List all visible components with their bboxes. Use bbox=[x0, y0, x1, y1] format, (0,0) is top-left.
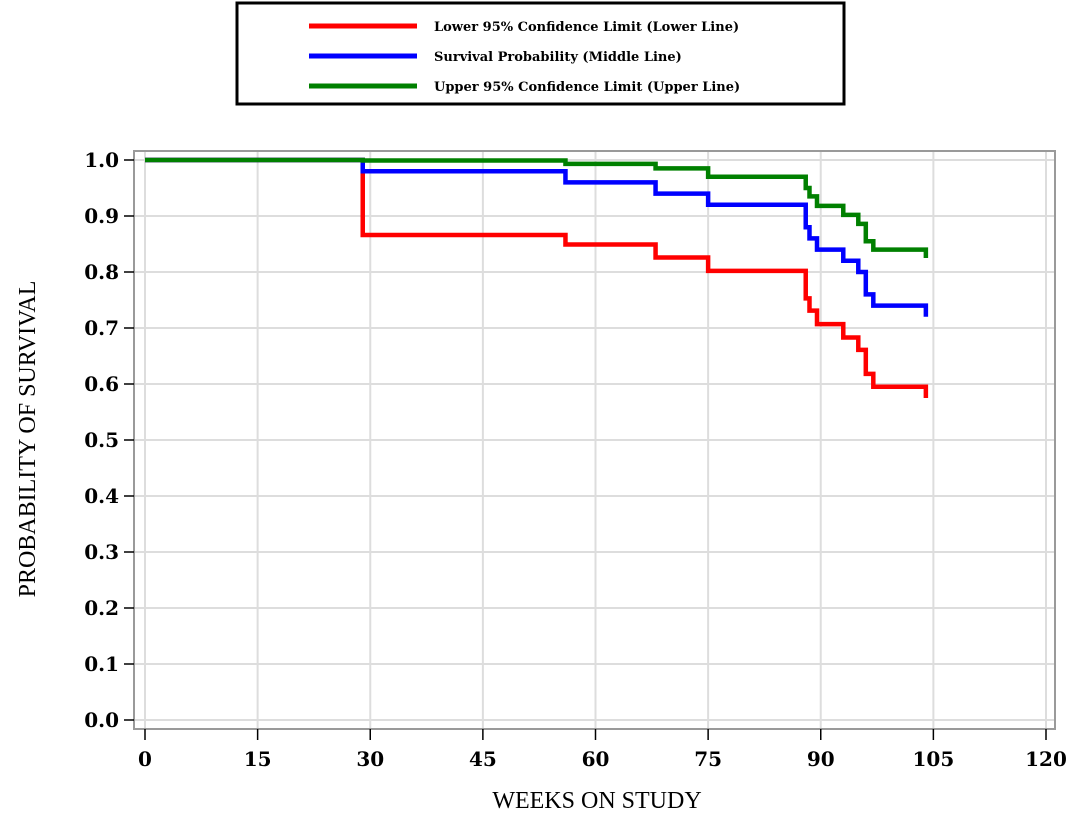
x-tick-label: 30 bbox=[356, 747, 384, 771]
x-tick-label: 60 bbox=[582, 747, 610, 771]
x-tick-label: 45 bbox=[469, 747, 497, 771]
x-tick-label: 75 bbox=[694, 747, 722, 771]
series-lines bbox=[145, 157, 929, 398]
x-tick-label: 15 bbox=[244, 747, 272, 771]
y-tick-label: 0.1 bbox=[84, 652, 119, 676]
x-tick-label: 90 bbox=[807, 747, 835, 771]
y-tick-label: 1.0 bbox=[84, 148, 119, 172]
x-tick-label: 105 bbox=[913, 747, 955, 771]
y-tick-label: 0.2 bbox=[84, 596, 119, 620]
x-tick-label: 120 bbox=[1025, 747, 1067, 771]
y-tick-label: 0.5 bbox=[84, 428, 119, 452]
y-tick-label: 0.8 bbox=[84, 260, 119, 284]
y-tick-label: 0.7 bbox=[84, 316, 119, 340]
x-axis-label: WEEKS ON STUDY bbox=[492, 788, 701, 814]
y-tick-label: 0.0 bbox=[84, 708, 119, 732]
x-tick-label: 0 bbox=[138, 747, 152, 771]
y-tick-label: 0.3 bbox=[84, 540, 119, 564]
legend-label-2: Survival Probability (Middle Line) bbox=[434, 50, 682, 65]
series-line-3 bbox=[145, 157, 929, 258]
y-axis-label: PROBABILITY OF SURVIVAL bbox=[15, 281, 41, 598]
legend-label-3: Upper 95% Confidence Limit (Upper Line) bbox=[434, 80, 740, 95]
y-tick-label: 0.9 bbox=[84, 204, 119, 228]
x-axis: 0 15 30 45 60 75 90 105 120 bbox=[138, 729, 1067, 771]
legend: Lower 95% Confidence Limit (Lower Line) S… bbox=[235, 1, 846, 106]
y-tick-label: 0.6 bbox=[84, 372, 119, 396]
legend-label-1: Lower 95% Confidence Limit (Lower Line) bbox=[434, 20, 739, 35]
grid-lines bbox=[134, 151, 1055, 729]
series-line-1 bbox=[145, 157, 929, 398]
y-axis: 0.0 0.1 0.2 0.3 0.4 0.5 0.6 0.7 0.8 0.9 1.0 bbox=[84, 148, 134, 732]
series-line-2 bbox=[145, 157, 929, 317]
y-tick-label: 0.4 bbox=[84, 484, 119, 508]
plot-area: 0.0 0.1 0.2 0.3 0.4 0.5 0.6 0.7 0.8 0.9 1.0 0 15 30 4… bbox=[84, 148, 1067, 771]
